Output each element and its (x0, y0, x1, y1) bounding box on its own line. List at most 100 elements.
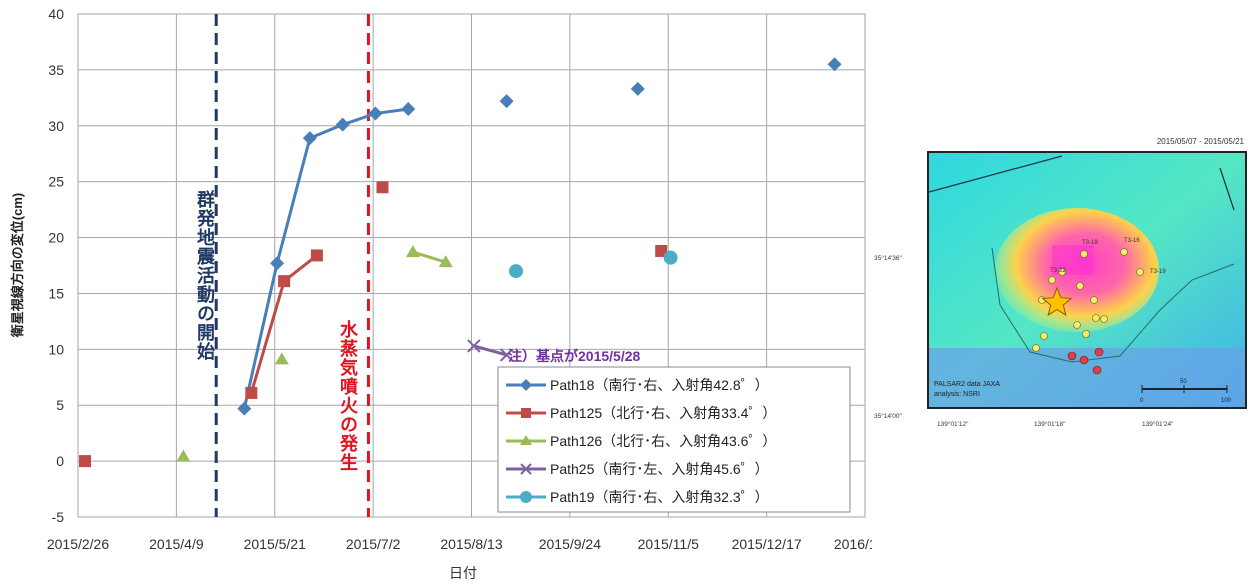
eruption-star-icon (1041, 286, 1073, 317)
map-credit-2: analysis: NSRI (934, 391, 980, 398)
x-tick-label: 2015/9/24 (539, 536, 601, 552)
y-tick-label: 0 (56, 453, 64, 469)
y-tick-labels: -5 0 5 10 15 20 25 30 35 40 (48, 6, 64, 525)
lat-label-bottom: 35°14'00" (874, 412, 903, 420)
station-marker (1048, 276, 1056, 284)
data-point (335, 117, 350, 132)
x-tick-label: 2015/12/17 (732, 536, 802, 552)
series (237, 57, 842, 416)
station-marker (1079, 355, 1089, 365)
station-marker (1094, 347, 1104, 357)
station-label-2: T3-16 (1124, 238, 1140, 244)
station-marker (1080, 250, 1088, 258)
scale-label-100: 100 (1221, 398, 1232, 404)
station-marker (1092, 314, 1100, 322)
station-label-1: T3-18 (1082, 240, 1098, 246)
scale-label-0: 0 (1140, 398, 1144, 404)
legend-entry: Path25（南行･左、入射角45.6゜） (550, 461, 769, 477)
y-tick-label: 35 (48, 62, 64, 78)
grid-lines (77, 13, 866, 518)
y-tick-label: 25 (48, 174, 64, 190)
series-line (412, 250, 447, 264)
data-point (520, 491, 532, 503)
x-tick-label: 2015/7/2 (346, 536, 401, 552)
legend: Path18（南行･右、入射角42.8゜） Path125（北行･右、入射角33.… (497, 366, 851, 513)
data-point (438, 255, 453, 268)
y-tick-label: -5 (52, 509, 65, 525)
insar-map: 2015/05/07 - 2015/05/21 T3-18 T3-16 T3-1… (874, 137, 1247, 428)
data-point (509, 264, 524, 279)
x-axis-label: 日付 (449, 565, 477, 581)
legend-entry: Path125（北行･右、入射角33.4゜） (550, 405, 776, 421)
y-tick-label: 30 (48, 118, 64, 134)
data-point (274, 352, 289, 365)
event-label: 水蒸気噴火の発生 (338, 319, 359, 472)
data-point (827, 57, 842, 72)
series-group (79, 57, 842, 468)
map-credit-1: PALSAR2 data JAXA (934, 381, 1000, 388)
data-point (302, 131, 317, 146)
legend-entry: Path126（北行･右、入射角43.6゜） (550, 433, 776, 449)
map-date-range: 2015/05/07 - 2015/05/21 (1157, 137, 1245, 146)
station-marker (1136, 268, 1144, 276)
scale-bar: 0 50 100 (1140, 379, 1232, 404)
event-label: 群発地震活動の開始 (195, 189, 216, 361)
series (467, 339, 514, 362)
data-point (499, 348, 514, 362)
data-point (237, 401, 252, 416)
x-tick-labels: 2015/2/26 2015/4/9 2015/5/21 2015/7/2 2015/8… (47, 536, 872, 552)
displacement-chart: -5 0 5 10 15 20 25 30 35 40 2015/2/26 2015/4/9 2015… (10, 6, 872, 581)
y-tick-label: 40 (48, 6, 64, 22)
y-tick-label: 5 (56, 397, 64, 413)
data-point (467, 339, 481, 353)
y-tick-label: 15 (48, 285, 64, 301)
series (79, 181, 668, 468)
lon-label-3: 139°01'24" (1142, 420, 1174, 428)
data-point (278, 275, 291, 288)
lat-label-top: 35°14'36" (874, 254, 903, 262)
station-marker (1040, 332, 1048, 340)
data-point (79, 455, 92, 468)
station-marker (1082, 330, 1090, 338)
station-marker (1120, 248, 1128, 256)
station-label-3: T3-19 (1150, 269, 1166, 275)
data-point (663, 250, 678, 265)
station-marker (1090, 296, 1098, 304)
x-tick-label: 2016/1/28 (834, 536, 872, 552)
data-point (405, 245, 420, 258)
scale-label-50: 50 (1180, 379, 1187, 385)
legend-entry: Path18（南行･右、入射角42.8゜） (550, 377, 769, 393)
x-tick-label: 2015/11/5 (638, 536, 699, 552)
road-line (928, 155, 1063, 193)
series (176, 245, 453, 462)
data-point (310, 249, 323, 262)
data-point (368, 106, 383, 121)
data-point (521, 408, 531, 418)
legend-box (497, 366, 851, 513)
data-point (499, 94, 514, 109)
baseline-annotation: 注）基点が2015/5/28 (508, 348, 640, 364)
crater-outline (991, 247, 1235, 363)
legend-entry: Path19（南行･右、入射角32.3゜） (550, 489, 769, 505)
data-point (520, 379, 532, 391)
station-marker (1073, 321, 1081, 329)
data-point (655, 244, 668, 257)
station-marker (1100, 315, 1108, 323)
station-marker (1058, 268, 1066, 276)
station-label-4: T3-22 (1050, 268, 1066, 274)
series (509, 250, 678, 279)
lon-label-2: 139°01'18" (1034, 420, 1066, 428)
station-marker (1032, 344, 1040, 352)
data-point (520, 463, 532, 475)
data-point (520, 435, 532, 445)
data-point (401, 102, 416, 117)
map-bottom-band (929, 348, 1245, 407)
data-point (245, 386, 258, 399)
lon-label-1: 139°01'12" (937, 420, 969, 428)
y-tick-label: 10 (48, 341, 64, 357)
station-marker (1067, 351, 1077, 361)
data-point (176, 449, 191, 462)
data-point (630, 81, 645, 96)
y-tick-label: 20 (48, 230, 64, 246)
